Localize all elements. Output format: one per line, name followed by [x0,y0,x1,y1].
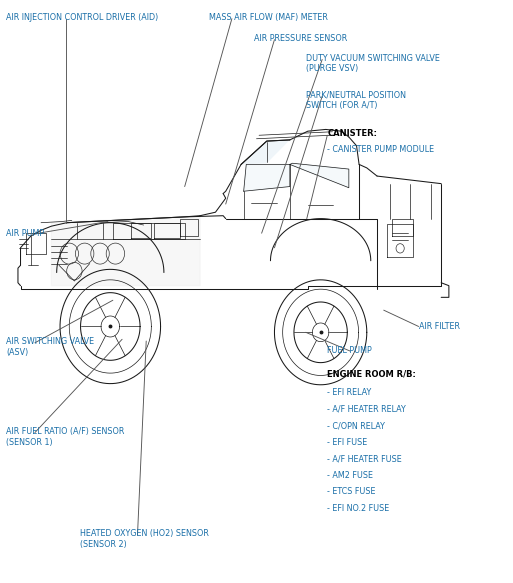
Text: AIR PRESSURE SENSOR: AIR PRESSURE SENSOR [254,34,347,43]
Text: HEATED OXYGEN (HO2) SENSOR
(SENSOR 2): HEATED OXYGEN (HO2) SENSOR (SENSOR 2) [80,529,208,549]
Text: AIR SWITCHING VALVE
(ASV): AIR SWITCHING VALVE (ASV) [6,337,94,357]
Text: FUEL PUMP: FUEL PUMP [327,346,372,355]
Text: AIR PUMP: AIR PUMP [6,229,44,237]
Polygon shape [290,163,349,188]
Text: AIR INJECTION CONTROL DRIVER (AID): AIR INJECTION CONTROL DRIVER (AID) [6,13,159,22]
Text: PARK/NEUTRAL POSITION
SWITCH (FOR A/T): PARK/NEUTRAL POSITION SWITCH (FOR A/T) [306,90,406,110]
Text: - EFI NO.2 FUSE: - EFI NO.2 FUSE [327,504,389,512]
Text: MASS AIR FLOW (MAF) METER: MASS AIR FLOW (MAF) METER [209,13,328,22]
Text: DUTY VACUUM SWITCHING VALVE
(PURGE VSV): DUTY VACUUM SWITCHING VALVE (PURGE VSV) [306,54,440,73]
Text: - A/F HEATER FUSE: - A/F HEATER FUSE [327,454,402,463]
Text: ENGINE ROOM R/B:: ENGINE ROOM R/B: [327,370,416,378]
Text: - AM2 FUSE: - AM2 FUSE [327,471,373,480]
Polygon shape [244,164,290,191]
Polygon shape [51,216,200,286]
Text: AIR FUEL RATIO (A/F) SENSOR
(SENSOR 1): AIR FUEL RATIO (A/F) SENSOR (SENSOR 1) [6,427,125,447]
Text: - CANISTER PUMP MODULE: - CANISTER PUMP MODULE [327,145,435,153]
Text: - ETCS FUSE: - ETCS FUSE [327,487,376,496]
Text: - A/F HEATER RELAY: - A/F HEATER RELAY [327,405,406,413]
Text: AIR FILTER: AIR FILTER [419,322,460,331]
Text: - EFI RELAY: - EFI RELAY [327,388,371,397]
Text: CANISTER:: CANISTER: [327,129,377,138]
Text: - EFI FUSE: - EFI FUSE [327,438,367,447]
Polygon shape [241,140,290,164]
Text: - C/OPN RELAY: - C/OPN RELAY [327,422,385,430]
